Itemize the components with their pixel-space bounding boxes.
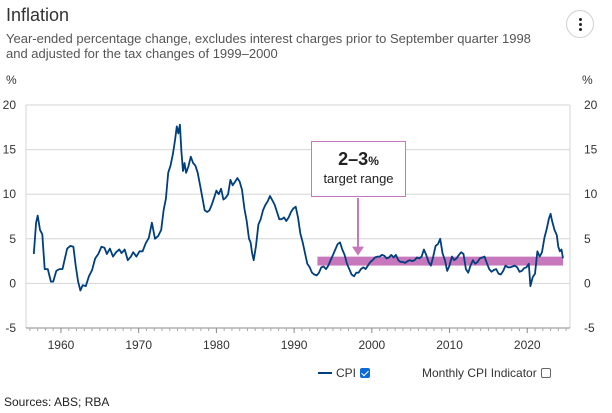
legend-item-monthly-cpi[interactable]: Monthly CPI Indicator	[422, 366, 551, 380]
x-tick-label: 1970	[125, 338, 152, 352]
cpi-checkbox[interactable]	[360, 368, 371, 378]
y-tick-label-left: -5	[5, 321, 16, 335]
y-tick-label-right: -5	[584, 321, 595, 335]
chart-subtitle: Year-ended percentage change, excludes i…	[6, 31, 531, 61]
more-options-button[interactable]	[566, 10, 594, 38]
sources-note: Sources: ABS; RBA	[4, 395, 110, 409]
y-tick-label-left: 5	[9, 232, 16, 246]
y-unit-left: %	[6, 73, 17, 87]
y-unit-right: %	[582, 73, 593, 87]
x-tick-label: 1980	[203, 338, 230, 352]
cpi-line-swatch	[318, 372, 332, 374]
y-tick-label-right: 5	[584, 232, 591, 246]
y-tick-label-left: 15	[3, 143, 17, 157]
target-range-unit: %	[368, 154, 379, 168]
menu-dot-icon	[579, 23, 582, 26]
target-band	[317, 256, 564, 266]
gridlines	[25, 104, 571, 328]
y-tick-label-right: 10	[584, 187, 598, 201]
cpi-line-layer	[32, 123, 564, 292]
menu-dot-icon	[579, 28, 582, 31]
legend-cpi-label: CPI	[336, 366, 357, 380]
legend-item-cpi[interactable]: CPI	[318, 366, 371, 380]
callout-arrow-layer	[352, 198, 364, 256]
menu-dot-icon	[579, 18, 582, 21]
y-tick-label-left: 20	[3, 98, 17, 112]
y-tick-label-right: 0	[584, 276, 591, 290]
x-tick-label: 2020	[514, 338, 541, 352]
x-tick-label: 1990	[281, 338, 308, 352]
target-range-value: 2–3	[338, 149, 369, 169]
target-range-label: target range	[323, 171, 394, 186]
x-tick-label: 1960	[48, 338, 75, 352]
legend-monthly-label: Monthly CPI Indicator	[422, 366, 537, 380]
callout-arrow-head	[352, 246, 364, 256]
monthly-cpi-checkbox[interactable]	[540, 368, 551, 378]
y-tick-label-left: 10	[3, 187, 17, 201]
y-tick-label-right: 20	[584, 98, 598, 112]
y-tick-label-right: 15	[584, 143, 598, 157]
target-range-callout: 2–3% target range	[311, 141, 406, 197]
x-tick-label: 2010	[436, 338, 463, 352]
chart-title: Inflation	[6, 5, 70, 25]
y-tick-label-left: 0	[9, 276, 16, 290]
target-band-layer	[317, 256, 564, 266]
x-tick-label: 2000	[358, 338, 385, 352]
cpi-line	[32, 123, 564, 292]
